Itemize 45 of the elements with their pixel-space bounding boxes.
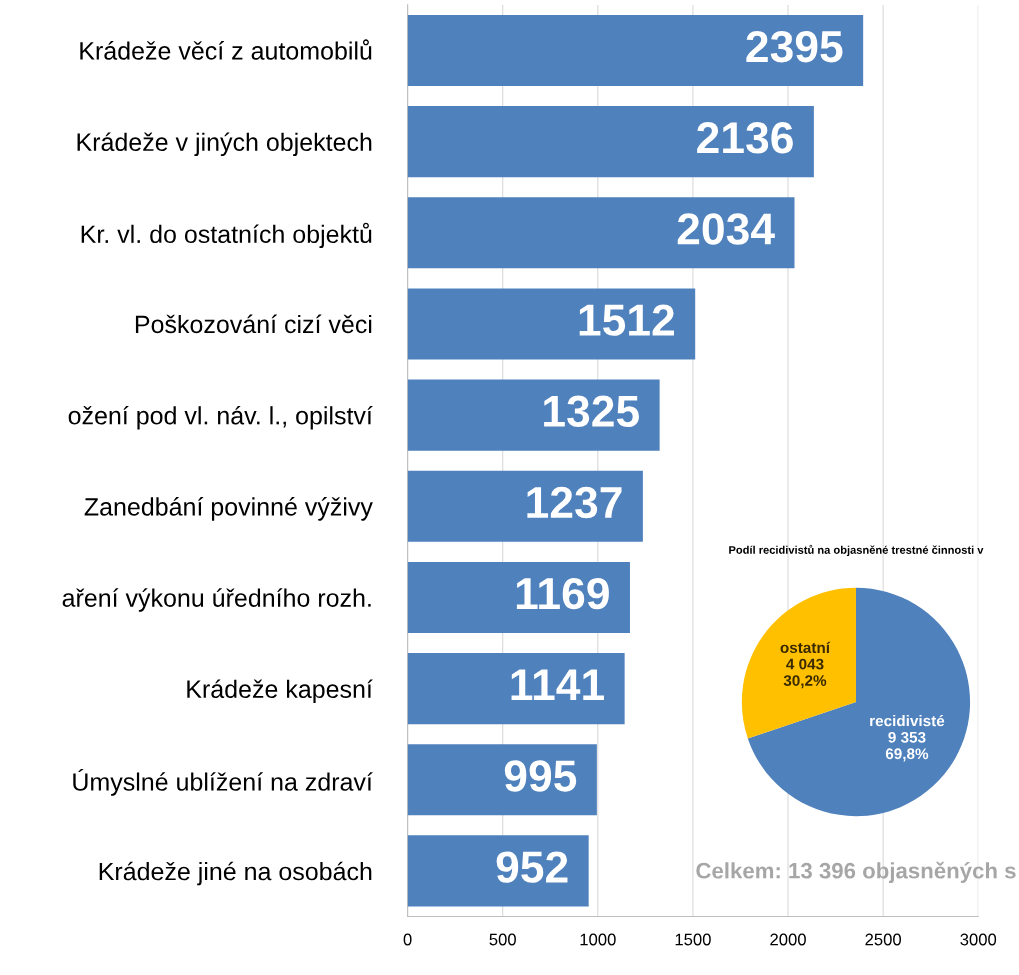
pie-slice bbox=[747, 587, 971, 817]
bar bbox=[407, 379, 660, 451]
y-tick-label: Krádeže věcí z automobilů bbox=[80, 39, 372, 60]
y-tick-label: Kr. vl. do ostatních objektů bbox=[81, 222, 372, 249]
data-label: 1141 bbox=[511, 669, 604, 701]
data-label: 2136 bbox=[697, 122, 793, 154]
bar bbox=[407, 744, 597, 816]
x-tick-label: 2500 bbox=[865, 933, 902, 946]
bar bbox=[407, 835, 589, 907]
bar bbox=[407, 106, 814, 178]
slice-label: ostatní bbox=[780, 641, 831, 654]
bar bbox=[407, 561, 630, 633]
y-tick-label: Zanedbání povinné výživy bbox=[84, 497, 373, 521]
bar bbox=[407, 470, 643, 542]
pie-slice bbox=[741, 587, 856, 739]
data-label: 995 bbox=[504, 760, 577, 792]
data-label: 1512 bbox=[579, 304, 674, 336]
data-label: 1169 bbox=[516, 577, 609, 610]
data-label: 9 353 69,8% bbox=[885, 731, 929, 762]
x-tick-label: 500 bbox=[489, 933, 516, 946]
bar bbox=[407, 197, 795, 269]
y-tick-label: aření výkonu úředního rozh. bbox=[62, 588, 371, 612]
bar bbox=[407, 288, 696, 360]
y-tick-label: Krádeže v jiných objektech bbox=[77, 132, 372, 157]
data-label: 1325 bbox=[544, 395, 639, 428]
data-label: 1237 bbox=[527, 486, 622, 519]
y-tick-label: Úmyslné ublížení na zdraví bbox=[73, 768, 373, 796]
y-tick-label: Poškozování cizí věci bbox=[135, 314, 372, 334]
data-label: 4 043 30,2% bbox=[783, 658, 827, 689]
x-tick-label: 0 bbox=[403, 933, 412, 946]
annotation: Celkem: 13 396 objasněných s bbox=[696, 861, 1016, 883]
bar bbox=[407, 14, 864, 87]
chart-title: Podíl recidivistů na objasněné trestné činnosti v bbox=[729, 544, 984, 557]
x-tick-label: 2000 bbox=[770, 933, 806, 946]
y-tick-label: Krádeže jiné na osobách bbox=[99, 861, 372, 886]
slice-label: recidivisté bbox=[870, 714, 945, 727]
x-tick-label: 1000 bbox=[580, 933, 616, 946]
data-label: 2395 bbox=[746, 30, 843, 63]
y-tick-label: ožení pod vl. náv. l., opilství bbox=[68, 405, 373, 430]
x-tick-label: 3000 bbox=[960, 933, 997, 946]
x-tick-label: 1500 bbox=[675, 933, 711, 946]
data-label: 2034 bbox=[677, 213, 775, 245]
data-label: 952 bbox=[496, 851, 568, 883]
bar bbox=[407, 653, 625, 725]
y-tick-label: Krádeže kapesní bbox=[187, 679, 373, 703]
